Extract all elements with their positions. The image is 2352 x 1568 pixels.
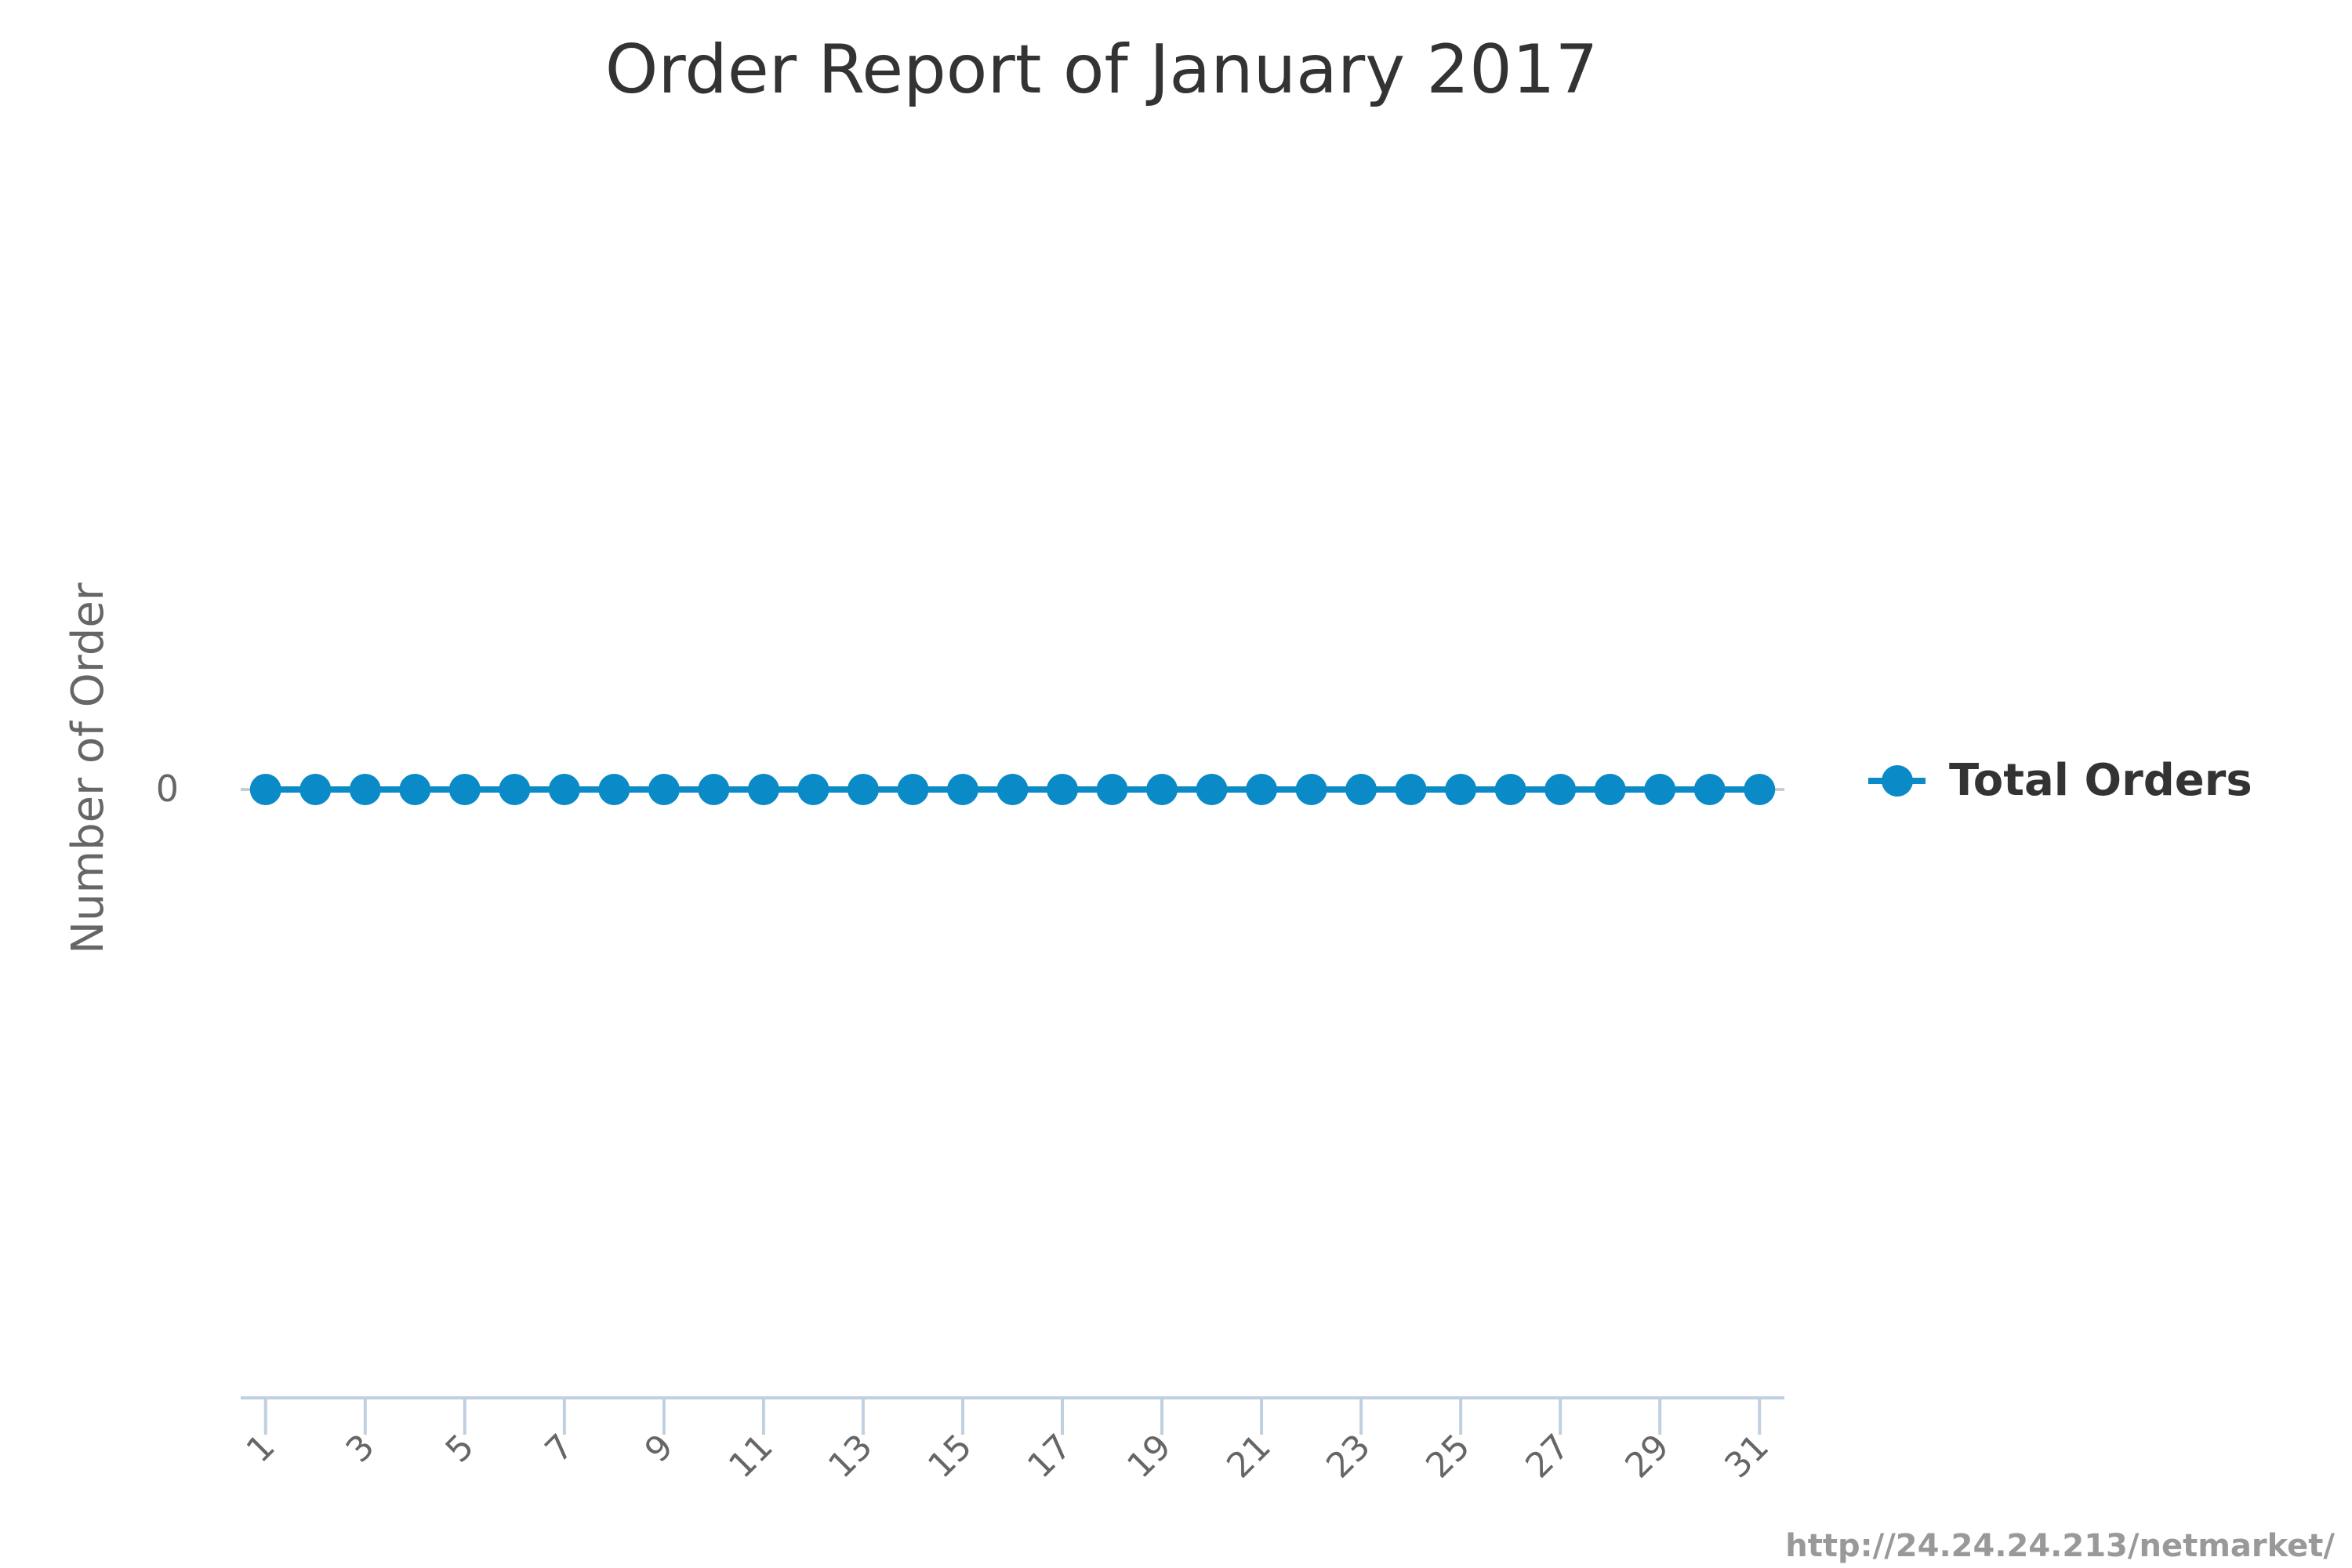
- data-point-day-12[interactable]: [797, 774, 829, 805]
- x-tick-label-25: 25: [1418, 1427, 1478, 1486]
- data-point-day-21[interactable]: [1246, 774, 1278, 805]
- data-point-day-3[interactable]: [349, 774, 381, 805]
- series-total-orders: [249, 774, 1776, 805]
- x-tick-label-7: 7: [538, 1427, 582, 1471]
- data-point-day-22[interactable]: [1295, 774, 1327, 805]
- data-point-day-17[interactable]: [1047, 774, 1079, 805]
- data-point-day-5[interactable]: [448, 774, 481, 805]
- legend[interactable]: Total Orders: [1868, 755, 2252, 806]
- x-tick-label-3: 3: [339, 1427, 383, 1471]
- data-point-day-10[interactable]: [698, 774, 730, 805]
- x-tick-label-5: 5: [438, 1427, 482, 1471]
- x-tick-label-19: 19: [1120, 1427, 1179, 1486]
- data-point-day-8[interactable]: [598, 774, 630, 805]
- data-point-day-7[interactable]: [548, 774, 580, 805]
- data-point-day-20[interactable]: [1196, 774, 1228, 805]
- data-point-day-15[interactable]: [946, 774, 978, 805]
- data-point-day-23[interactable]: [1345, 774, 1377, 805]
- x-tick-label-13: 13: [821, 1427, 880, 1486]
- data-point-day-30[interactable]: [1693, 774, 1726, 805]
- x-tick-label-27: 27: [1518, 1427, 1577, 1486]
- x-tick-label-17: 17: [1020, 1427, 1080, 1486]
- data-point-day-14[interactable]: [897, 774, 929, 805]
- data-point-day-18[interactable]: [1096, 774, 1128, 805]
- x-tick-label-29: 29: [1617, 1427, 1677, 1486]
- data-point-day-16[interactable]: [996, 774, 1029, 805]
- data-point-day-11[interactable]: [747, 774, 779, 805]
- x-tick-label-1: 1: [239, 1427, 283, 1471]
- y-axis-title: Number of Order: [63, 582, 114, 954]
- data-point-day-9[interactable]: [648, 774, 680, 805]
- legend-marker-total-orders: [1882, 765, 1913, 797]
- data-point-day-29[interactable]: [1644, 774, 1676, 805]
- x-tick-label-15: 15: [920, 1427, 980, 1486]
- x-tick-label-23: 23: [1319, 1427, 1378, 1486]
- x-tick-label-31: 31: [1717, 1427, 1777, 1486]
- x-axis-labels: 1 3 5 7 9 11 13 15 17 19 21 23 25 27 29 31: [239, 1427, 1777, 1486]
- data-point-day-6[interactable]: [499, 774, 531, 805]
- data-point-day-2[interactable]: [299, 774, 332, 805]
- data-point-day-25[interactable]: [1445, 774, 1477, 805]
- chart-title: Order Report of January 2017: [605, 31, 1599, 109]
- data-point-day-19[interactable]: [1146, 774, 1178, 805]
- x-tick-label-21: 21: [1219, 1427, 1279, 1486]
- x-tick-label-9: 9: [637, 1427, 681, 1471]
- data-point-day-1[interactable]: [249, 774, 281, 805]
- legend-label-total-orders: Total Orders: [1949, 755, 2252, 806]
- x-tick-label-11: 11: [721, 1427, 781, 1486]
- data-point-day-24[interactable]: [1395, 774, 1427, 805]
- x-axis-ticks: [263, 1398, 1762, 1435]
- data-point-day-26[interactable]: [1494, 774, 1526, 805]
- data-point-day-4[interactable]: [399, 774, 431, 805]
- data-point-day-28[interactable]: [1594, 774, 1626, 805]
- data-point-day-31[interactable]: [1744, 774, 1776, 805]
- y-tick-label-0: 0: [156, 768, 179, 810]
- credits-link[interactable]: http://24.24.24.213/netmarket/: [1785, 1528, 2335, 1564]
- data-point-day-27[interactable]: [1544, 774, 1577, 805]
- data-point-day-13[interactable]: [847, 774, 879, 805]
- series-points-total-orders: [249, 774, 1776, 805]
